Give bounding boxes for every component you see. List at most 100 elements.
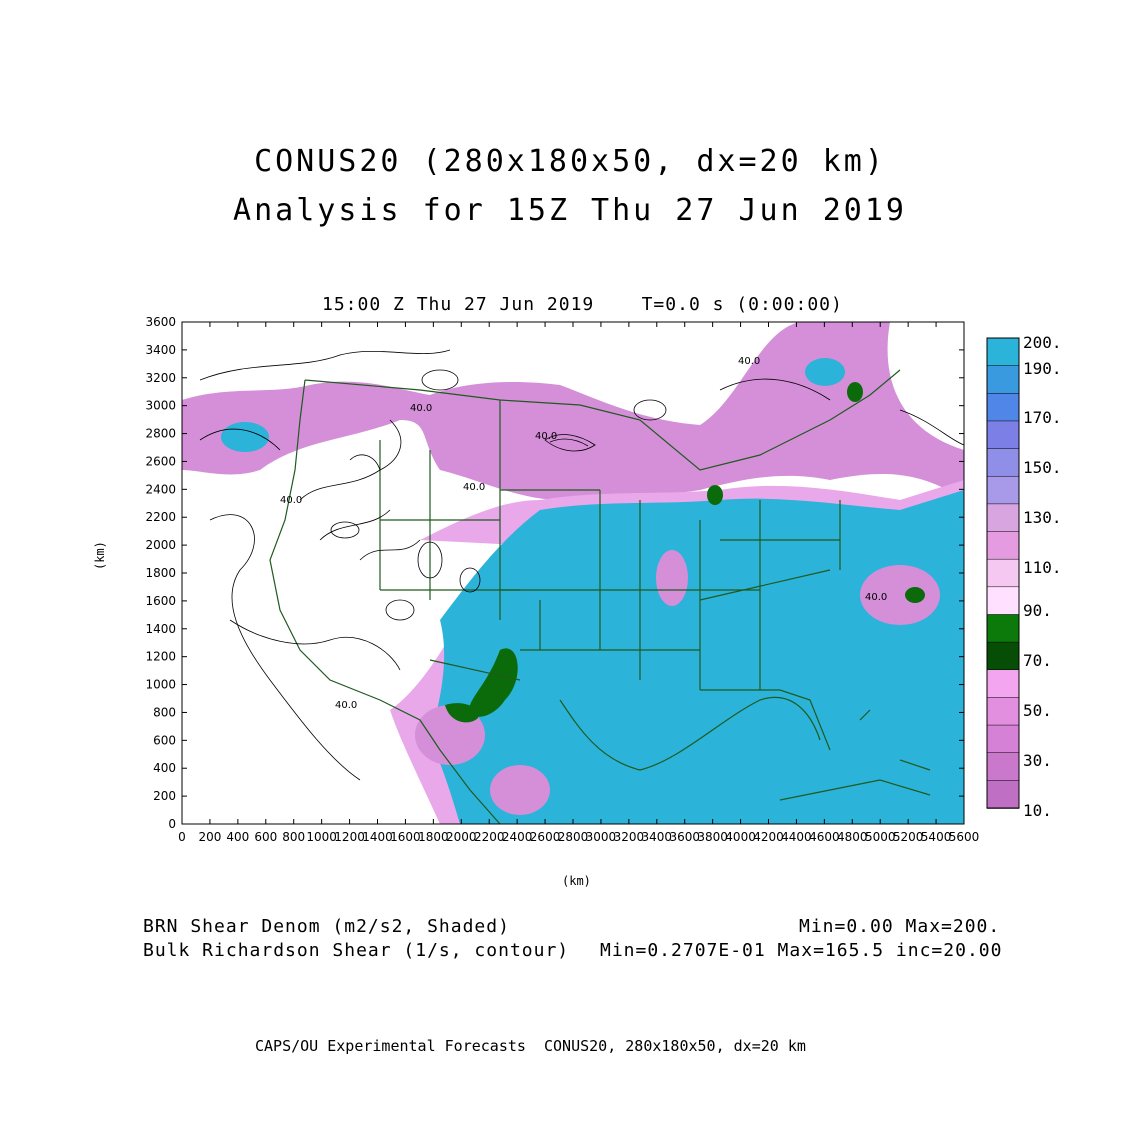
legend-shaded-range: Min=0.00 Max=200. [799, 916, 1001, 937]
x-tick-label: 3400 [642, 830, 673, 844]
y-tick-label: 3600 [145, 315, 176, 329]
colorbar-swatch [986, 448, 1020, 477]
x-tick-label: 1400 [362, 830, 393, 844]
x-tick-label: 5600 [949, 830, 980, 844]
colorbar-swatch [986, 752, 1020, 782]
y-tick-label: 2000 [145, 538, 176, 552]
y-axis: 0 200 400 600 800 1000 1200 1400 1600 1800 2000 220… [145, 315, 964, 831]
colorbar-swatch [986, 365, 1020, 395]
shaded-green-texas [469, 648, 518, 717]
legend-contour-name: Bulk Richardson Shear (1/s, contour) [143, 940, 570, 961]
colorbar-swatch [986, 669, 1020, 699]
colorbar-swatch [986, 641, 1020, 671]
colorbar-swatch [986, 337, 1020, 367]
x-tick-label: 1200 [334, 830, 365, 844]
x-tick-label: 3200 [614, 830, 645, 844]
shaded-blob-baja [490, 765, 550, 815]
x-tick-label: 2600 [530, 830, 561, 844]
x-tick-label: 2200 [474, 830, 505, 844]
x-tick-label: 600 [254, 830, 277, 844]
shaded-green-ne [847, 382, 863, 402]
y-tick-label: 2200 [145, 510, 176, 524]
y-axis-unit: (km) [93, 541, 107, 570]
colorbar-label: 50. [1023, 701, 1052, 720]
x-tick-label: 5400 [921, 830, 952, 844]
map-borders [269, 369, 931, 824]
colorbar: 200. 190. 170. 150. 130. 110. 90. 70. 50. 30. 10. [986, 333, 1062, 820]
colorbar-label: 10. [1023, 801, 1052, 820]
y-tick-label: 1400 [145, 622, 176, 636]
y-tick-label: 400 [153, 761, 176, 775]
footer-credit: CAPS/OU Experimental Forecasts CONUS20, … [255, 1037, 806, 1055]
x-tick-label: 4000 [725, 830, 756, 844]
contour-label: 40.0 [335, 700, 357, 711]
shaded-blob-ocean [860, 565, 940, 625]
colorbar-label: 170. [1023, 408, 1062, 427]
y-tick-label: 800 [153, 705, 176, 719]
colorbar-swatch [986, 393, 1020, 422]
x-tick-label: 4800 [837, 830, 868, 844]
colorbar-swatch [986, 697, 1020, 726]
y-tick-label: 3000 [145, 399, 176, 413]
x-axis-unit: (km) [562, 874, 591, 888]
x-tick-label: 3800 [697, 830, 728, 844]
x-axis: 0 200 400 600 800 100012001400160018002000220… [178, 322, 979, 844]
y-tick-label: 2600 [145, 454, 176, 468]
y-tick-label: 600 [153, 733, 176, 747]
shaded-blob-ne-core [805, 358, 845, 386]
colorbar-label: 110. [1023, 558, 1062, 577]
valid-time-label: 15:00 Z Thu 27 Jun 2019 T=0.0 s (0:00:00… [322, 294, 843, 315]
x-tick-label: 5200 [893, 830, 924, 844]
x-tick-label: 800 [282, 830, 305, 844]
y-tick-label: 1200 [145, 650, 176, 664]
y-tick-label: 1600 [145, 594, 176, 608]
shaded-blob-midwest [656, 550, 688, 606]
colorbar-label: 130. [1023, 508, 1062, 527]
colorbar-swatch [986, 503, 1020, 533]
contour-labels: 40.0 40.0 40.0 40.0 40.0 40.0 40.0 [280, 356, 887, 711]
plot-title: CONUS20 (280x180x50, dx=20 km) [254, 144, 886, 179]
x-tick-label: 2400 [502, 830, 533, 844]
x-tick-label: 5000 [865, 830, 896, 844]
colorbar-swatch [986, 780, 1020, 809]
contour-label: 40.0 [865, 592, 887, 603]
x-tick-label: 2800 [558, 830, 589, 844]
y-tick-label: 3400 [145, 343, 176, 357]
x-tick-label: 2000 [446, 830, 477, 844]
contour-label: 40.0 [535, 431, 557, 442]
colorbar-swatch [986, 586, 1020, 616]
x-tick-label: 1000 [306, 830, 337, 844]
colorbar-frame [986, 337, 1020, 809]
contour-label: 40.0 [463, 482, 485, 493]
colorbar-label: 30. [1023, 751, 1052, 770]
colorbar-swatch [986, 531, 1020, 560]
y-tick-label: 0 [168, 817, 176, 831]
x-tick-label: 0 [178, 830, 186, 844]
shear-contours [199, 349, 964, 781]
plot-subtitle: Analysis for 15Z Thu 27 Jun 2019 [233, 193, 907, 228]
colorbar-swatch [986, 724, 1020, 754]
colorbar-label: 200. [1023, 333, 1062, 352]
map-field: 40.0 40.0 40.0 40.0 40.0 40.0 40.0 [182, 322, 964, 824]
y-tick-label: 2800 [145, 427, 176, 441]
colorbar-swatch [986, 614, 1020, 643]
y-tick-label: 200 [153, 789, 176, 803]
legend-shaded-name: BRN Shear Denom (m2/s2, Shaded) [143, 916, 510, 937]
colorbar-label: 90. [1023, 601, 1052, 620]
shaded-region-high [430, 490, 964, 824]
colorbar-label: 150. [1023, 458, 1062, 477]
x-tick-label: 1600 [390, 830, 421, 844]
colorbar-label: 70. [1023, 651, 1052, 670]
x-tick-label: 3000 [586, 830, 617, 844]
y-tick-label: 3200 [145, 371, 176, 385]
colorbar-swatch [986, 558, 1020, 588]
contour-label: 40.0 [410, 403, 432, 414]
shaded-green-atlantic [905, 587, 925, 603]
x-tick-label: 4400 [781, 830, 812, 844]
shaded-green-mexico [445, 703, 479, 723]
shaded-green-lakes [707, 485, 723, 505]
x-tick-label: 4200 [753, 830, 784, 844]
shaded-region-low [182, 322, 964, 500]
colorbar-swatch [986, 420, 1020, 450]
